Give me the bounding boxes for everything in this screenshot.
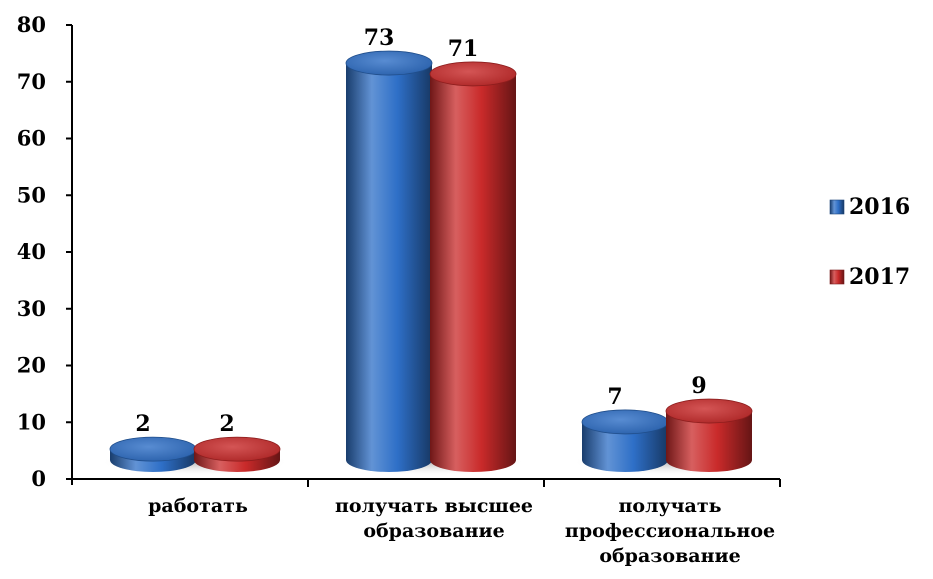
legend-swatch <box>829 269 845 285</box>
bar-body <box>346 63 432 472</box>
bar-body <box>582 421 668 472</box>
y-tick-label: 80 <box>17 12 46 37</box>
bar-2016 <box>345 50 433 472</box>
bar-body <box>430 73 516 472</box>
bar-top <box>345 50 433 76</box>
data-label: 2 <box>135 411 150 437</box>
legend-item-2017: 2017 <box>829 264 910 290</box>
legend: 2016 2017 <box>829 194 910 290</box>
bar-2017 <box>665 398 753 472</box>
bar-body <box>666 411 752 472</box>
data-label: 2 <box>219 411 234 437</box>
data-label: 7 <box>607 384 622 410</box>
bar-top <box>109 436 197 462</box>
bar-top <box>193 436 281 462</box>
legend-label: 2017 <box>849 264 910 290</box>
x-tick-label: получать высшее образование <box>335 495 533 542</box>
y-tick-label: 20 <box>17 353 46 378</box>
y-tick-label: 30 <box>17 296 46 321</box>
data-label: 73 <box>364 25 395 51</box>
legend-item-2016: 2016 <box>829 194 910 220</box>
data-labels: 2 2 73 71 7 9 <box>135 25 706 437</box>
data-label: 71 <box>448 36 479 62</box>
y-tick-label: 40 <box>17 239 46 264</box>
y-tick-label: 60 <box>17 126 46 151</box>
bar-2016 <box>109 436 197 472</box>
bar-2017 <box>429 61 517 472</box>
y-tick-label: 70 <box>17 69 46 94</box>
legend-label: 2016 <box>849 194 910 220</box>
x-tick-label: работать <box>148 495 248 517</box>
bar-top <box>665 398 753 424</box>
bar-2017 <box>193 436 281 472</box>
data-label: 9 <box>691 373 706 399</box>
bar-2016 <box>581 409 669 472</box>
bar-top <box>581 409 669 435</box>
x-tick-label: получать профессиональное образование <box>565 495 775 567</box>
bars <box>109 50 753 472</box>
y-tick-label: 50 <box>17 182 46 207</box>
legend-swatch <box>829 199 845 215</box>
x-tick-labels: работать получать высшее образование получа… <box>148 495 775 567</box>
y-tick-label: 0 <box>31 466 46 491</box>
bar-top <box>429 61 517 87</box>
y-tick-label: 10 <box>17 409 46 434</box>
axes: 0 10 20 30 40 50 60 70 80 <box>17 12 781 491</box>
